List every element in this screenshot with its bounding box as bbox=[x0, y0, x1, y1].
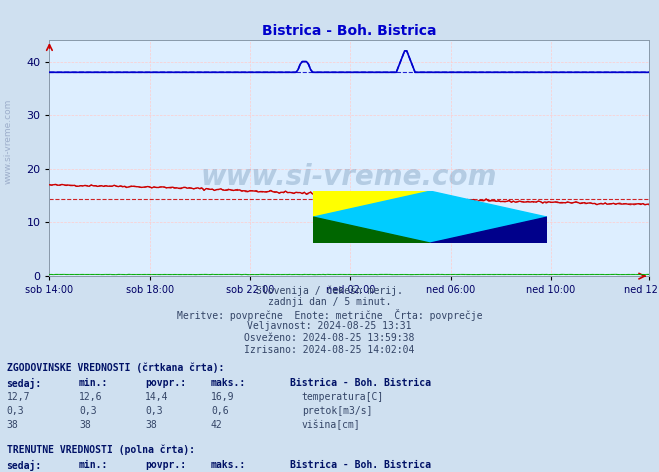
Text: ZGODOVINSKE VREDNOSTI (črtkana črta):: ZGODOVINSKE VREDNOSTI (črtkana črta): bbox=[7, 362, 224, 373]
Text: Izrisano: 2024-08-25 14:02:04: Izrisano: 2024-08-25 14:02:04 bbox=[244, 345, 415, 354]
Text: min.:: min.: bbox=[79, 460, 109, 470]
Text: 12,6: 12,6 bbox=[79, 392, 103, 402]
Text: zadnji dan / 5 minut.: zadnji dan / 5 minut. bbox=[268, 297, 391, 307]
Text: 38: 38 bbox=[145, 420, 157, 430]
Text: 0,3: 0,3 bbox=[7, 406, 24, 416]
Text: Slovenija / čekešn merij.: Slovenija / čekešn merij. bbox=[256, 286, 403, 296]
Text: www.si-vreme.com: www.si-vreme.com bbox=[201, 163, 498, 191]
Text: temperatura[C]: temperatura[C] bbox=[302, 392, 384, 402]
Text: 38: 38 bbox=[79, 420, 91, 430]
Text: min.:: min.: bbox=[79, 378, 109, 388]
Text: Bistrica - Boh. Bistrica: Bistrica - Boh. Bistrica bbox=[290, 460, 431, 470]
Polygon shape bbox=[313, 191, 430, 217]
Text: Bistrica - Boh. Bistrica: Bistrica - Boh. Bistrica bbox=[290, 378, 431, 388]
Text: 0,3: 0,3 bbox=[145, 406, 163, 416]
Text: 14,4: 14,4 bbox=[145, 392, 169, 402]
Polygon shape bbox=[313, 217, 430, 243]
Text: povpr.:: povpr.: bbox=[145, 378, 186, 388]
Title: Bistrica - Boh. Bistrica: Bistrica - Boh. Bistrica bbox=[262, 24, 436, 38]
Text: 16,9: 16,9 bbox=[211, 392, 235, 402]
Text: povpr.:: povpr.: bbox=[145, 460, 186, 470]
Text: TRENUTNE VREDNOSTI (polna črta):: TRENUTNE VREDNOSTI (polna črta): bbox=[7, 445, 194, 455]
Polygon shape bbox=[430, 217, 547, 243]
Polygon shape bbox=[313, 191, 547, 243]
Text: Osveženo: 2024-08-25 13:59:38: Osveženo: 2024-08-25 13:59:38 bbox=[244, 333, 415, 343]
Text: 42: 42 bbox=[211, 420, 223, 430]
Text: www.si-vreme.com: www.si-vreme.com bbox=[3, 99, 13, 184]
Text: 0,6: 0,6 bbox=[211, 406, 229, 416]
Text: 38: 38 bbox=[7, 420, 18, 430]
Text: sedaj:: sedaj: bbox=[7, 460, 42, 471]
Text: Veljavnost: 2024-08-25 13:31: Veljavnost: 2024-08-25 13:31 bbox=[247, 321, 412, 331]
Text: 12,7: 12,7 bbox=[7, 392, 30, 402]
Text: sedaj:: sedaj: bbox=[7, 378, 42, 388]
Text: 0,3: 0,3 bbox=[79, 406, 97, 416]
Text: maks.:: maks.: bbox=[211, 378, 246, 388]
Text: maks.:: maks.: bbox=[211, 460, 246, 470]
Text: pretok[m3/s]: pretok[m3/s] bbox=[302, 406, 372, 416]
Text: Meritve: povprečne  Enote: metrične  Črta: povprečje: Meritve: povprečne Enote: metrične Črta:… bbox=[177, 309, 482, 321]
Text: višina[cm]: višina[cm] bbox=[302, 420, 360, 430]
